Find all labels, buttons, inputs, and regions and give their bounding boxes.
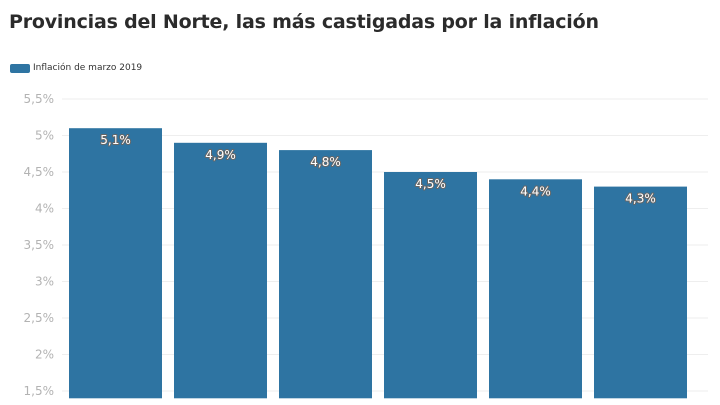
bar[interactable] bbox=[489, 179, 582, 399]
bar[interactable] bbox=[174, 142, 267, 399]
legend: Inflación de marzo 2019 bbox=[10, 63, 142, 73]
bar[interactable] bbox=[384, 172, 477, 399]
bar-value-label: 4,4% bbox=[520, 184, 551, 198]
bar-value-label: 5,1% bbox=[100, 133, 131, 147]
bar[interactable] bbox=[594, 186, 687, 399]
y-tick-label: 1,5% bbox=[24, 384, 55, 398]
y-tick-label: 4,5% bbox=[24, 165, 55, 179]
bar[interactable] bbox=[69, 128, 162, 399]
bar-value-label: 4,5% bbox=[415, 177, 446, 191]
bar[interactable] bbox=[279, 150, 372, 399]
bar-value-label: 4,9% bbox=[205, 148, 236, 162]
bar-value-label: 4,3% bbox=[625, 192, 656, 206]
chart-title: Provincias del Norte, las más castigadas… bbox=[9, 11, 599, 33]
y-tick-label: 2% bbox=[35, 348, 54, 362]
y-tick-label: 5,5% bbox=[24, 92, 55, 106]
y-tick-label: 2,5% bbox=[24, 311, 55, 325]
y-tick-label: 3,5% bbox=[24, 238, 55, 252]
legend-swatch bbox=[10, 63, 30, 73]
y-tick-label: 4% bbox=[35, 202, 54, 216]
y-tick-label: 5% bbox=[35, 129, 54, 143]
y-tick-label: 3% bbox=[35, 275, 54, 289]
bar-value-label: 4,8% bbox=[310, 155, 341, 169]
legend-label: Inflación de marzo 2019 bbox=[33, 63, 143, 73]
